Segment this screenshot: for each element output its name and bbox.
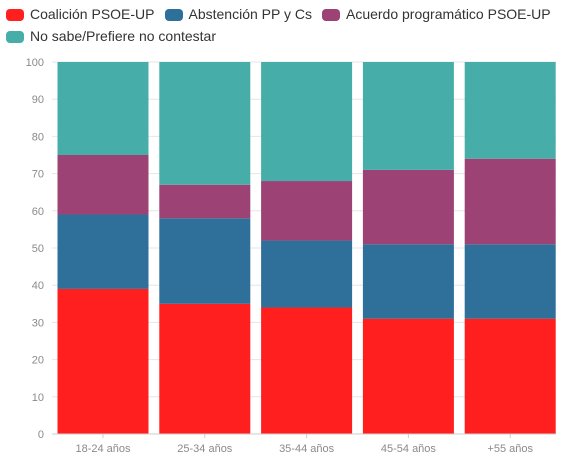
bar-segment-2-2[interactable] bbox=[261, 181, 353, 241]
bar-segment-0-2[interactable] bbox=[57, 155, 149, 215]
bar-segment-0-3[interactable] bbox=[57, 62, 149, 155]
bar-segment-3-2[interactable] bbox=[362, 169, 454, 245]
legend-item-coalicion[interactable]: Coalición PSOE-UP bbox=[6, 6, 155, 23]
bar-segment-4-3[interactable] bbox=[464, 62, 556, 159]
bar-segment-1-0[interactable] bbox=[159, 303, 251, 434]
legend-label-abstencion: Abstención PP y Cs bbox=[188, 6, 312, 22]
x-axis-ticks: 18-24 años 25-34 años 35-44 años 45-54 años… bbox=[52, 433, 556, 455]
bar-segment-3-3[interactable] bbox=[362, 62, 454, 170]
legend-item-abstencion[interactable]: Abstención PP y Cs bbox=[164, 6, 312, 23]
bar-segment-0-0[interactable] bbox=[57, 288, 149, 434]
y-tick-label-90: 90 bbox=[32, 94, 44, 106]
bar-segment-3-1[interactable] bbox=[362, 244, 454, 319]
bar-segment-3-0[interactable] bbox=[362, 318, 454, 434]
bar-segment-1-2[interactable] bbox=[159, 184, 251, 219]
x-tick-label-3: 45-54 años bbox=[381, 443, 437, 455]
x-tick-label-2: 35-44 años bbox=[279, 443, 335, 455]
y-tick-label-20: 20 bbox=[32, 355, 44, 367]
y-tick-label-70: 70 bbox=[32, 169, 44, 181]
y-tick-label-50: 50 bbox=[32, 243, 44, 255]
bar-segment-2-0[interactable] bbox=[261, 307, 353, 434]
x-tick-label-4: +55 años bbox=[487, 443, 533, 455]
bar-segment-0-1[interactable] bbox=[57, 214, 149, 289]
bar-segment-4-0[interactable] bbox=[464, 318, 556, 434]
bar-segment-1-3[interactable] bbox=[159, 62, 251, 185]
x-tick-label-0: 18-24 años bbox=[75, 443, 131, 455]
y-tick-label-80: 80 bbox=[32, 131, 44, 143]
legend-label-acuerdo: Acuerdo programático PSOE-UP bbox=[345, 6, 551, 22]
y-tick-label-60: 60 bbox=[32, 206, 44, 218]
y-tick-label-30: 30 bbox=[32, 317, 44, 329]
y-tick-label-0: 0 bbox=[38, 429, 44, 441]
y-tick-label-40: 40 bbox=[32, 280, 44, 292]
y-tick-label-100: 100 bbox=[26, 57, 44, 69]
bar-segment-2-3[interactable] bbox=[261, 62, 353, 182]
legend-swatch-abstencion bbox=[164, 8, 183, 21]
legend-swatch-no-sabe bbox=[6, 30, 24, 43]
y-tick-label-10: 10 bbox=[32, 392, 44, 404]
bar-segment-4-2[interactable] bbox=[464, 158, 556, 245]
x-tick-label-1: 25-34 años bbox=[177, 443, 233, 455]
bar-segment-1-1[interactable] bbox=[159, 218, 251, 304]
y-axis-ticks: 0 10 20 30 40 50 60 70 80 90 100 bbox=[26, 57, 44, 441]
legend-item-no-sabe[interactable]: No sabe/Prefiere no contestar bbox=[6, 28, 216, 45]
legend-label-coalicion: Coalición PSOE-UP bbox=[30, 6, 155, 22]
bars bbox=[57, 62, 556, 434]
legend-item-acuerdo[interactable]: Acuerdo programático PSOE-UP bbox=[321, 6, 551, 23]
bar-segment-2-1[interactable] bbox=[261, 240, 353, 308]
bar-segment-4-1[interactable] bbox=[464, 244, 556, 319]
legend-label-no-sabe: No sabe/Prefiere no contestar bbox=[30, 28, 216, 44]
legend-swatch-acuerdo bbox=[321, 8, 340, 21]
legend-swatch-coalicion bbox=[6, 8, 24, 21]
legend: Coalición PSOE-UP Abstención PP y Cs Acu… bbox=[6, 6, 574, 45]
